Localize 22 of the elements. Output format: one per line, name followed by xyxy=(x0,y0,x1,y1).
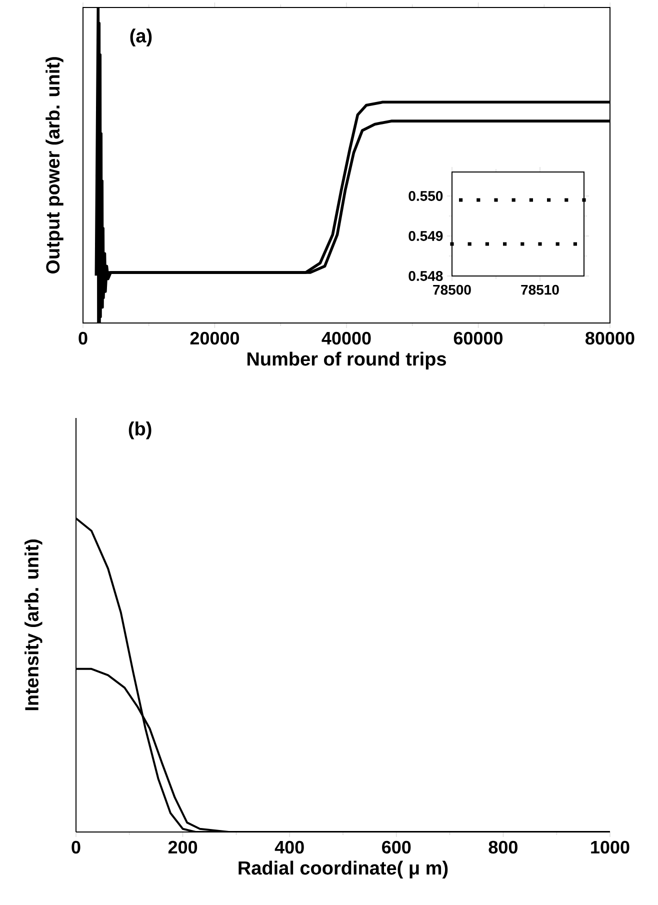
x-tick-label: 400 xyxy=(274,840,304,854)
y-axis-title: Output power (arb. unit) xyxy=(46,57,64,274)
y-tick-label: 0.550 xyxy=(408,191,443,201)
x-tick-label: 20000 xyxy=(190,332,240,345)
x-tick-label: 800 xyxy=(488,840,518,854)
x-tick-label: 40000 xyxy=(322,332,371,345)
x-axis-title: Radial coordinate( μ m) xyxy=(238,860,448,878)
x-tick-label: 600 xyxy=(382,840,411,854)
x-tick-label: 1000 xyxy=(591,840,630,854)
y-axis-title: Intensity (arb. unit) xyxy=(24,540,42,710)
x-axis-title: Number of round trips xyxy=(247,352,446,370)
x-tick-label: 0 xyxy=(78,332,88,345)
x-tick-label: 200 xyxy=(168,840,198,854)
x-tick-label: 78510 xyxy=(521,284,559,295)
x-tick-label: 60000 xyxy=(454,332,503,345)
x-tick-label: 0 xyxy=(72,840,80,854)
annotation: (a) xyxy=(130,28,152,46)
y-tick-label: 0.548 xyxy=(408,271,443,281)
x-tick-label: 78500 xyxy=(433,284,471,295)
x-tick-label: 80000 xyxy=(586,332,634,345)
text: (b) xyxy=(128,422,152,440)
y-tick-label: 0.549 xyxy=(408,231,443,241)
